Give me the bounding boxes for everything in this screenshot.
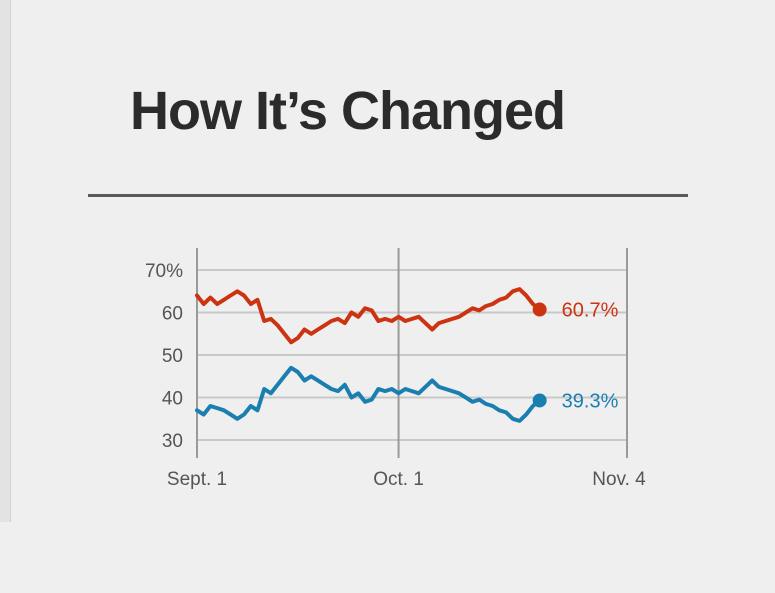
series-line-blue xyxy=(195,365,542,423)
x-tick-label: Sept. 1 xyxy=(167,469,227,490)
series-end-label-red: 60.7% xyxy=(562,300,619,322)
left-sidebar-edge xyxy=(0,0,11,522)
y-tick-label: 50 xyxy=(162,346,183,367)
series-end-dot-red xyxy=(532,302,547,317)
y-tick-label: 60 xyxy=(162,304,183,325)
y-tick-label: 30 xyxy=(162,431,183,452)
chart-grid xyxy=(196,248,628,458)
title-divider xyxy=(88,194,688,197)
y-tick-label: 70% xyxy=(145,261,183,282)
x-tick-label: Oct. 1 xyxy=(373,469,424,490)
y-axis-ticks: 70% 60 50 40 30 xyxy=(145,261,183,452)
chart-title: How It’s Changed xyxy=(130,81,566,141)
series-line-red xyxy=(195,287,542,345)
x-axis-ticks: Sept. 1 Oct. 1 Nov. 4 xyxy=(167,469,646,490)
series-end-label-blue: 39.3% xyxy=(562,390,619,412)
y-tick-label: 40 xyxy=(162,389,183,410)
chart-series: 60.7% 39.3% xyxy=(195,287,619,423)
x-tick-label: Nov. 4 xyxy=(592,469,646,490)
series-end-dot-blue xyxy=(532,393,547,408)
